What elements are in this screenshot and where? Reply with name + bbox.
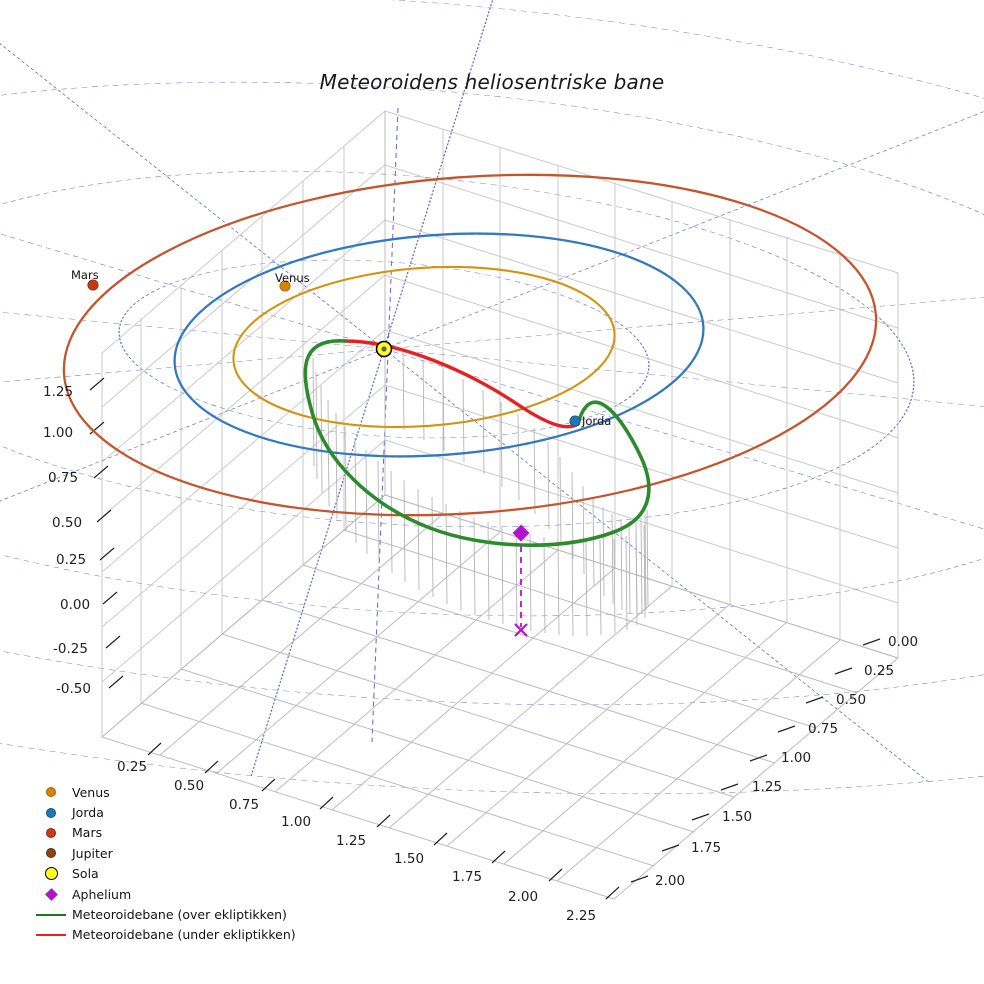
x-tick-label: 0.25 bbox=[117, 759, 148, 775]
x-tick-label: 0.50 bbox=[174, 778, 205, 794]
legend-item-orbit-below[interactable]: Meteoroidebane (under ekliptikken) bbox=[30, 925, 330, 945]
x-tick-label: 1.75 bbox=[452, 869, 483, 885]
legend: Venus Jorda Mars Jupiter Sola bbox=[30, 782, 330, 945]
meteoroid-orbit-above-ecliptic bbox=[303, 339, 651, 547]
z-tick-label: 0.00 bbox=[60, 597, 91, 613]
z-tick-label: -0.50 bbox=[56, 681, 91, 697]
y-tick-label: 1.50 bbox=[722, 809, 753, 825]
right-wall-pane bbox=[384, 110, 899, 659]
x-tick-label: 2.25 bbox=[566, 908, 597, 924]
circle-marker-icon bbox=[30, 807, 72, 818]
label-jorda: Jorda bbox=[582, 414, 612, 428]
legend-item-jorda[interactable]: Jorda bbox=[30, 802, 330, 822]
line-sample-icon bbox=[30, 913, 72, 916]
legend-label: Aphelium bbox=[72, 886, 132, 902]
y-tick-label: 1.75 bbox=[691, 840, 722, 856]
marker-sola bbox=[375, 340, 393, 358]
y-tick-label: 0.25 bbox=[864, 663, 895, 679]
orbit-stem-lines bbox=[312, 351, 649, 637]
aphelion-diamond-marker bbox=[512, 524, 530, 542]
legend-item-orbit-above[interactable]: Meteoroidebane (over ekliptikken) bbox=[30, 904, 330, 924]
diamond-marker-icon bbox=[30, 887, 72, 901]
orbit-venus bbox=[232, 265, 616, 429]
legend-item-aphelium[interactable]: Aphelium bbox=[30, 884, 330, 904]
y-tick-label: 1.25 bbox=[752, 779, 783, 795]
x-tick-label: 1.00 bbox=[281, 814, 312, 830]
y-tick-label: 2.00 bbox=[655, 873, 686, 889]
z-tick-label: -0.25 bbox=[53, 641, 88, 657]
legend-label: Jorda bbox=[72, 805, 104, 821]
y-tick-label: 1.00 bbox=[781, 750, 812, 766]
legend-item-venus[interactable]: Venus bbox=[30, 782, 330, 802]
legend-item-jupiter[interactable]: Jupiter bbox=[30, 843, 330, 863]
aphelion-projection-x-marker bbox=[514, 623, 528, 637]
circle-marker-icon bbox=[30, 848, 72, 859]
z-tick-label: 0.50 bbox=[52, 515, 83, 531]
y-tick-label: 0.50 bbox=[836, 692, 867, 708]
axes-pane-grid bbox=[101, 110, 899, 900]
circle-marker-icon bbox=[30, 787, 72, 798]
orbit-mars bbox=[62, 173, 878, 517]
marker-mars bbox=[87, 279, 99, 291]
sun-marker-icon bbox=[30, 867, 72, 881]
line-sample-icon bbox=[30, 933, 72, 936]
circle-marker-icon bbox=[30, 827, 72, 838]
marker-jorda bbox=[569, 415, 581, 427]
legend-label: Sola bbox=[72, 866, 99, 882]
legend-label: Meteoroidebane (over ekliptikken) bbox=[72, 907, 287, 923]
x-tick-label: 0.75 bbox=[229, 797, 260, 813]
legend-item-sola[interactable]: Sola bbox=[30, 864, 330, 884]
x-tick-label: 2.00 bbox=[508, 889, 539, 905]
legend-item-mars[interactable]: Mars bbox=[30, 823, 330, 843]
x-tick-label: 1.25 bbox=[336, 833, 367, 849]
z-tick-label: 1.00 bbox=[43, 425, 74, 441]
legend-label: Venus bbox=[72, 784, 110, 800]
orbit-jorda bbox=[173, 232, 705, 458]
label-venus: Venus bbox=[275, 271, 310, 285]
legend-label: Mars bbox=[72, 825, 103, 841]
x-tick-label: 1.50 bbox=[394, 851, 425, 867]
legend-label: Jupiter bbox=[72, 845, 113, 861]
label-mars: Mars bbox=[71, 268, 99, 282]
marker-venus bbox=[279, 280, 291, 292]
z-tick-label: 1.25 bbox=[43, 384, 74, 400]
y-tick-label: 0.00 bbox=[888, 634, 919, 650]
z-tick-label: 0.25 bbox=[56, 552, 87, 568]
axis-spines-and-ticks bbox=[89, 377, 881, 900]
y-tick-label: 0.75 bbox=[808, 721, 839, 737]
page-title: Meteoroidens heliosentriske bane bbox=[319, 70, 665, 94]
legend-label: Meteoroidebane (under ekliptikken) bbox=[72, 927, 296, 943]
z-tick-label: 0.75 bbox=[48, 470, 79, 486]
